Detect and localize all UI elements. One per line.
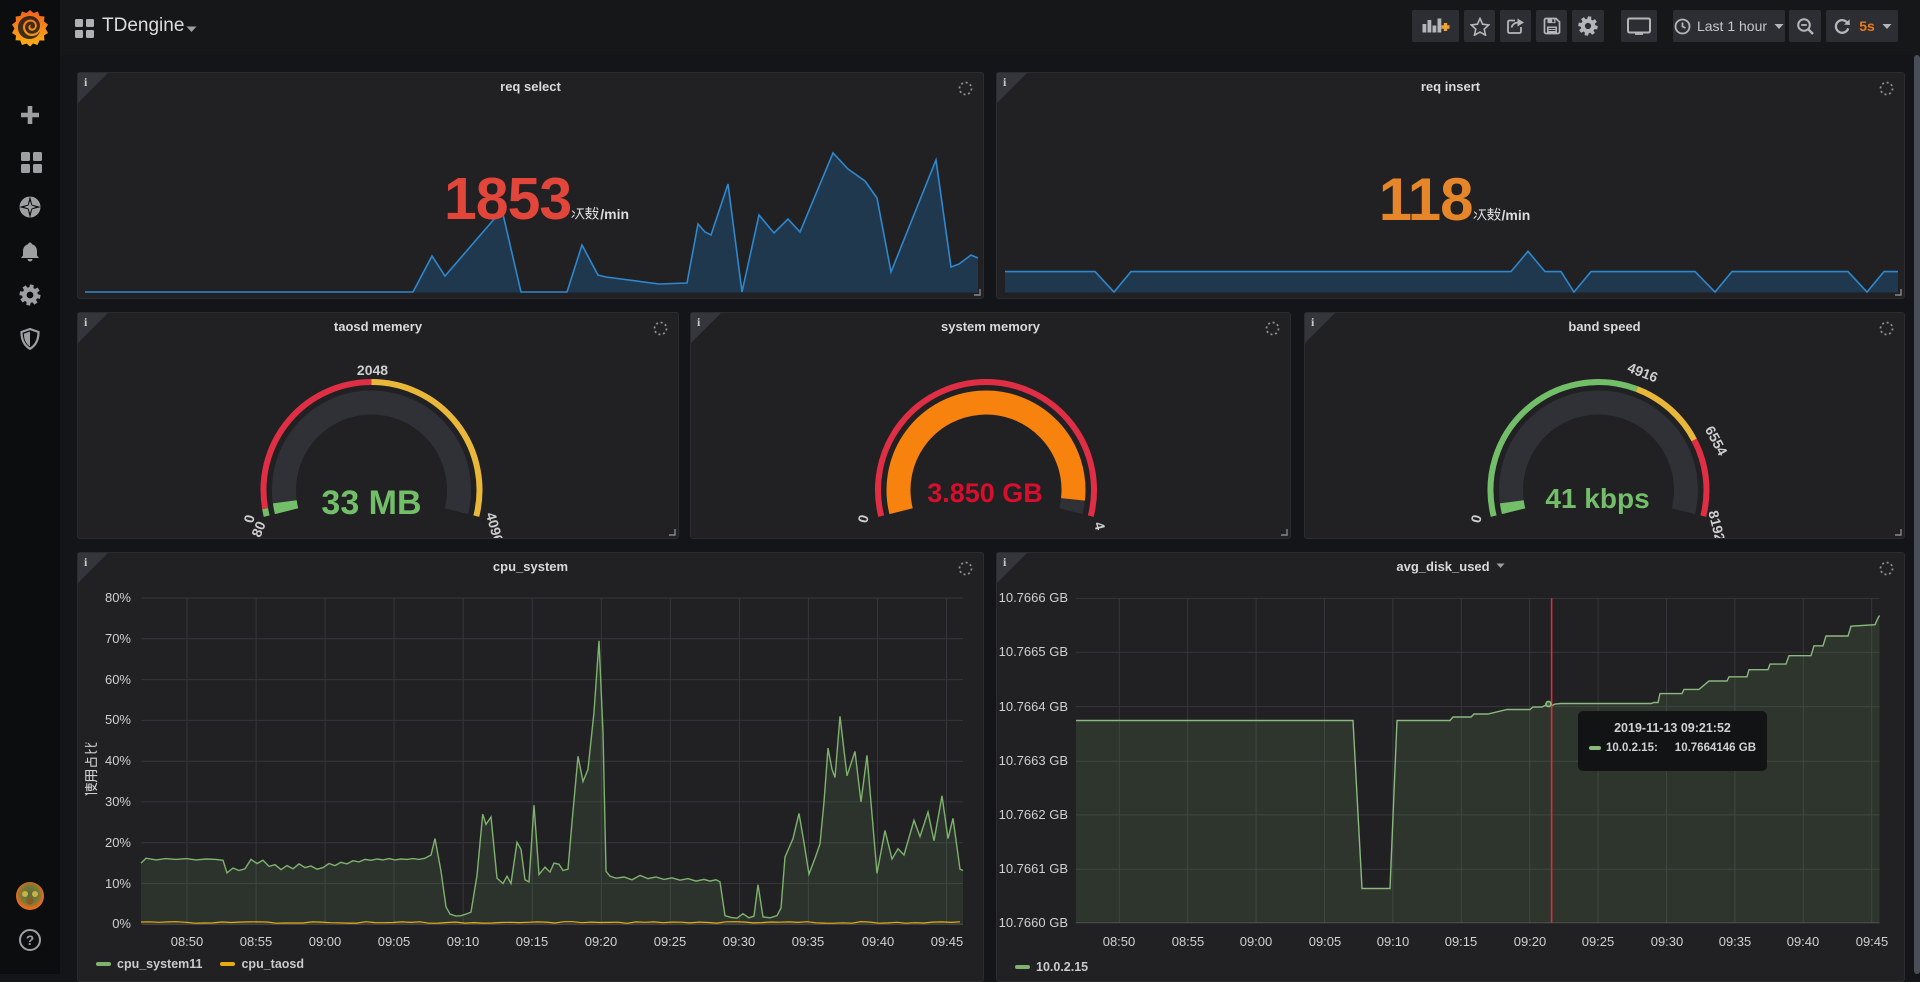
- svg-text:?: ?: [26, 933, 34, 948]
- svg-text:80: 80: [248, 519, 269, 538]
- svg-text:4916: 4916: [1625, 359, 1660, 385]
- svg-text:2048: 2048: [357, 362, 388, 378]
- svg-text:i: i: [84, 315, 88, 329]
- svg-text:6554: 6554: [1702, 423, 1731, 458]
- svg-text:0: 0: [854, 513, 871, 525]
- svg-text:i: i: [84, 555, 88, 569]
- svg-text:4: 4: [1091, 520, 1108, 532]
- svg-text:0: 0: [240, 513, 257, 525]
- svg-text:i: i: [697, 315, 701, 329]
- svg-text:i: i: [84, 75, 88, 89]
- svg-text:8192: 8192: [1705, 509, 1728, 538]
- svg-text:i: i: [1003, 555, 1007, 569]
- svg-text:i: i: [1003, 75, 1007, 89]
- svg-text:i: i: [1311, 315, 1315, 329]
- svg-text:0: 0: [1467, 513, 1484, 525]
